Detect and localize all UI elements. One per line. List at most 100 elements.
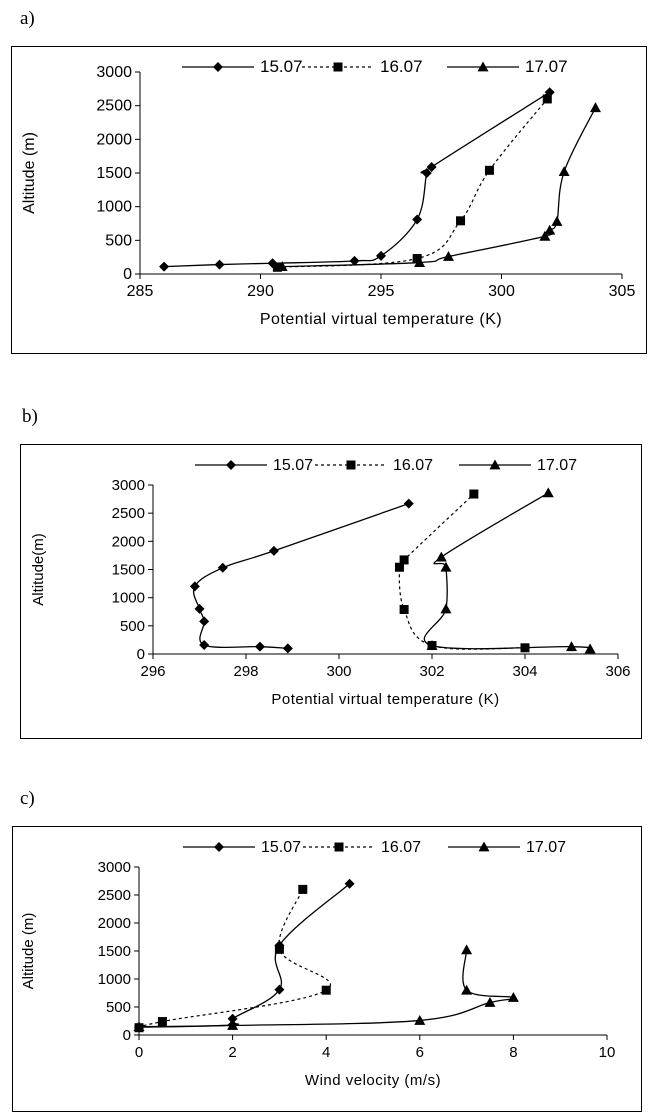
legend-label-17-07: 17.07 <box>525 57 568 76</box>
data-point-15-07 <box>227 1013 238 1024</box>
y-axis-title: Altitude(m) <box>30 533 47 606</box>
y-tick-label: 1000 <box>98 971 131 988</box>
panel-label-c: c) <box>20 788 35 809</box>
data-point-16-07 <box>321 985 331 995</box>
data-point-15-07 <box>189 581 200 592</box>
y-tick-label: 1000 <box>112 590 145 607</box>
data-point-17-07 <box>542 487 554 498</box>
data-point-15-07 <box>344 878 355 889</box>
data-point-17-07 <box>414 257 426 267</box>
series-line-15-07 <box>164 91 551 268</box>
legend-marker-15-07 <box>214 842 224 852</box>
data-point-17-07 <box>558 166 570 177</box>
chart-a-frame: 0 500 1000 1500 2000 2500 3000 285 290 295 300 305 P… <box>11 46 647 354</box>
x-tick-label: 10 <box>599 1044 616 1061</box>
series-line-16-07 <box>138 889 331 1029</box>
x-tick-label: 285 <box>127 283 154 300</box>
data-point-15-07 <box>282 643 293 654</box>
x-axis-title: Potential virtual temperature (K) <box>271 691 499 708</box>
y-tick-label: 2000 <box>112 533 145 550</box>
data-point-17-07 <box>442 250 454 261</box>
data-point-17-07 <box>551 215 563 226</box>
chart-c-frame: 0 500 1000 1500 2000 2500 3000 0 2 4 6 8 10 Wind velo… <box>12 826 642 1112</box>
x-tick-label: 302 <box>419 663 444 680</box>
data-point-17-07 <box>426 640 438 650</box>
data-point-15-07 <box>199 639 210 650</box>
data-point-16-07 <box>399 604 409 614</box>
series-line-16-07 <box>396 493 526 650</box>
series-line-15-07 <box>192 502 409 650</box>
x-axis-title: Potential virtual temperature (K) <box>260 311 502 328</box>
y-tick-label: 500 <box>106 999 131 1016</box>
data-point-16-07 <box>412 254 422 264</box>
data-point-15-07 <box>426 161 437 172</box>
x-tick-label: 300 <box>326 663 351 680</box>
data-point-16-07 <box>399 555 409 565</box>
y-tick-label: 2000 <box>98 915 131 932</box>
y-axis-title: Altitude (m) <box>20 913 37 990</box>
x-tick-label: 2 <box>228 1044 236 1061</box>
y-tick-label: 500 <box>120 618 145 635</box>
data-point-16-07 <box>157 1017 167 1027</box>
x-tick-label: 295 <box>368 283 395 300</box>
x-tick-label: 0 <box>135 1044 143 1061</box>
data-point-17-07 <box>539 230 551 241</box>
y-tick-label: 500 <box>105 232 132 249</box>
x-tick-label: 305 <box>609 283 636 300</box>
x-tick-label: 296 <box>140 663 165 680</box>
chart-c: 0 500 1000 1500 2000 2500 3000 0 2 4 6 8 10 Wind velo… <box>20 839 616 1089</box>
y-tick-label: 3000 <box>112 477 145 494</box>
data-point-15-07 <box>421 168 432 178</box>
legend-label-16-07: 16.07 <box>393 457 433 474</box>
panel-label-a: a) <box>20 8 35 29</box>
data-point-17-07 <box>584 643 596 654</box>
y-tick-label: 3000 <box>96 64 132 81</box>
data-point-17-07 <box>589 102 601 113</box>
y-tick-label: 1500 <box>98 943 131 960</box>
data-point-15-07 <box>403 498 414 509</box>
legend-label-15-07: 15.07 <box>273 457 313 474</box>
data-point-15-07 <box>214 259 225 270</box>
legend-label-16-07: 16.07 <box>381 839 421 856</box>
x-tick-label: 6 <box>416 1044 424 1061</box>
data-point-17-07 <box>276 261 288 271</box>
x-tick-label: 306 <box>605 663 630 680</box>
series-line-17-07 <box>282 107 597 268</box>
y-tick-label: 1500 <box>112 562 145 579</box>
data-point-15-07 <box>194 603 205 614</box>
data-point-15-07 <box>349 255 360 266</box>
data-point-17-07 <box>566 641 577 652</box>
data-point-17-07 <box>414 1014 426 1025</box>
data-point-15-07 <box>199 616 210 627</box>
y-tick-label: 2500 <box>98 887 131 904</box>
x-tick-label: 4 <box>322 1044 330 1061</box>
data-point-15-07 <box>412 214 423 225</box>
legend-label-16-07: 16.07 <box>380 57 423 76</box>
chart-b: 0 500 1000 1500 2000 2500 3000 296 298 300 302 304 3… <box>30 457 631 708</box>
data-point-16-07 <box>272 262 282 272</box>
legend-marker-16-07 <box>346 460 356 470</box>
series-line-15-07 <box>138 883 351 1028</box>
x-tick-label: 298 <box>233 663 258 680</box>
x-tick-label: 304 <box>512 663 537 680</box>
x-tick-label: 300 <box>488 283 515 300</box>
y-tick-label: 1000 <box>96 199 132 216</box>
data-point-17-07 <box>461 984 473 995</box>
data-point-17-07 <box>461 944 473 955</box>
y-tick-label: 2500 <box>96 98 132 115</box>
y-tick-label: 3000 <box>98 859 131 876</box>
legend-marker-17-07 <box>477 61 489 72</box>
x-tick-label: 8 <box>509 1044 517 1061</box>
data-point-15-07 <box>274 984 285 995</box>
x-axis-title: Wind velocity (m/s) <box>305 1072 441 1089</box>
legend-marker-17-07 <box>478 841 490 852</box>
data-point-15-07 <box>254 641 265 652</box>
legend-marker-15-07 <box>213 62 223 72</box>
legend-marker-16-07 <box>334 842 344 852</box>
data-point-17-07 <box>133 1021 145 1031</box>
data-point-16-07 <box>542 94 552 104</box>
chart-b-frame: 0 500 1000 1500 2000 2500 3000 296 298 300 302 304 3… <box>20 444 642 739</box>
data-point-17-07 <box>440 561 452 572</box>
data-point-16-07 <box>274 944 284 954</box>
